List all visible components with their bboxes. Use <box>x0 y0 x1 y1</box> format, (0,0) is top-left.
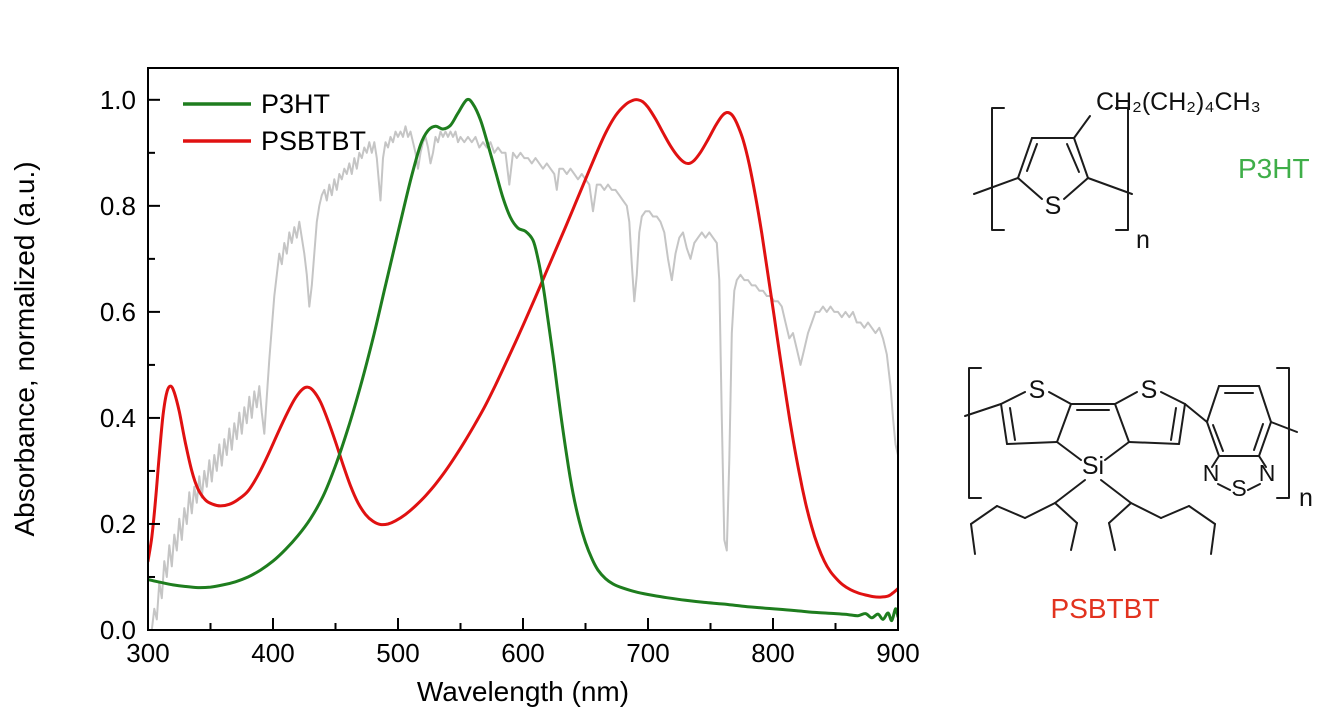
x-tick-label: 700 <box>626 638 669 668</box>
repeat-subscript: n <box>1299 484 1313 512</box>
ring-bond <box>1104 441 1130 461</box>
y-tick-label: 0.8 <box>100 191 136 221</box>
sulfur-left-label: S <box>1029 376 1046 404</box>
bracket-right-icon <box>1115 107 1129 231</box>
double-bond <box>1212 424 1224 452</box>
ring-bond <box>1128 441 1180 445</box>
y-tick-label: 0.6 <box>100 297 136 327</box>
chain-bond <box>1210 523 1216 555</box>
chain-bond <box>970 505 998 525</box>
chain-bond <box>1070 522 1078 551</box>
double-bond <box>1253 423 1264 451</box>
double-bond <box>1009 407 1016 441</box>
ring-bond <box>1160 391 1186 405</box>
bracket-left-icon <box>968 367 982 499</box>
x-tick-label: 400 <box>251 638 294 668</box>
chain-bond <box>996 505 1026 519</box>
legend-label-P3HT: P3HT <box>261 89 330 119</box>
ring-bond <box>1000 403 1008 445</box>
side-chain-label: CH₂(CH₂)₄CH₃ <box>1096 88 1261 116</box>
x-tick-label: 600 <box>501 638 544 668</box>
ring-bond <box>1114 403 1130 443</box>
x-axis-title: Wavelength (nm) <box>417 676 629 707</box>
ring-bond <box>1258 385 1272 423</box>
series-unlabeled-gray-background-spectrum <box>150 125 898 630</box>
psbtbt-skeleton <box>964 367 1298 555</box>
chain-bond <box>1188 505 1216 525</box>
nitrogen-left-label: N <box>1203 460 1220 486</box>
p3ht-label: P3HT <box>1238 153 1310 184</box>
psbtbt-label: PSBTBT <box>1051 593 1160 624</box>
silicon-label: Si <box>1082 452 1104 480</box>
chain-bond <box>1130 502 1162 519</box>
ring-bond <box>1178 403 1186 445</box>
ring-bond <box>1206 385 1220 423</box>
backbone-bond <box>1270 421 1298 433</box>
x-tick-label: 500 <box>376 638 419 668</box>
methyl-bond <box>1087 177 1133 195</box>
y-tick-label: 1.0 <box>100 85 136 115</box>
thiadiazole-sulfur-label: S <box>1231 475 1246 501</box>
sulfur-label: S <box>1045 192 1062 220</box>
ring-bond <box>1063 177 1089 200</box>
nitrogen-right-label: N <box>1259 460 1276 486</box>
ring-bond <box>1258 455 1267 468</box>
ring-bond <box>1217 483 1231 491</box>
chain-bond <box>1054 479 1086 504</box>
y-tick-label: 0.0 <box>100 615 136 645</box>
double-bond <box>1066 143 1080 173</box>
chain-bond <box>1054 502 1078 524</box>
ring-bond <box>1048 391 1072 405</box>
double-bond <box>1026 143 1038 172</box>
ring-bond <box>1258 421 1272 457</box>
ring-bond <box>1000 391 1026 405</box>
backbone-bond <box>964 403 1002 417</box>
ring-bond <box>1114 391 1138 405</box>
bracket-right-icon <box>1276 367 1290 499</box>
series-P3HT <box>148 97 898 623</box>
chain-bond <box>1108 522 1116 551</box>
y-tick-label: 0.4 <box>100 403 136 433</box>
x-tick-label: 300 <box>126 638 169 668</box>
ring-bond <box>1206 421 1220 457</box>
backbone-bond <box>1184 403 1208 423</box>
chain-bond <box>1100 479 1132 504</box>
methyl-bond <box>973 177 1019 195</box>
ring-bond <box>1073 137 1089 179</box>
legend-label-PSBTBT: PSBTBT <box>261 126 366 156</box>
chain-bond <box>1108 502 1132 524</box>
p3ht-skeleton <box>973 107 1133 231</box>
ring-bond <box>1006 441 1058 445</box>
y-tick-label: 0.2 <box>100 509 136 539</box>
ring-bond <box>1017 137 1033 179</box>
ring-bond <box>1056 441 1082 461</box>
bracket-left-icon <box>991 107 1005 231</box>
ring-bond <box>1056 403 1072 443</box>
double-bond <box>1170 407 1177 441</box>
repeat-subscript: n <box>1136 226 1150 254</box>
chain-bond <box>1024 502 1056 519</box>
psbtbt-structure: S S Si N S N n PSBTBT <box>964 367 1313 624</box>
ring-bond <box>1211 455 1220 468</box>
y-axis-title: Absorbance, normalized (a.u.) <box>9 161 40 536</box>
chain-bond <box>970 523 976 555</box>
ring-bond <box>1247 483 1261 491</box>
absorbance-chart: 300 400 500 600 700 800 900 0.0 0.2 0.4 0.6 0.8 1.0 W… <box>9 67 920 707</box>
side-chain-bond <box>1073 115 1091 139</box>
series-PSBTBT <box>148 98 898 599</box>
sulfur-right-label: S <box>1141 376 1158 404</box>
p3ht-structure: S CH₂(CH₂)₄CH₃ n P3HT <box>973 88 1310 254</box>
chain-bond <box>1160 505 1190 519</box>
x-tick-label: 900 <box>876 638 919 668</box>
x-tick-label: 800 <box>751 638 794 668</box>
ring-bond <box>1017 177 1043 200</box>
